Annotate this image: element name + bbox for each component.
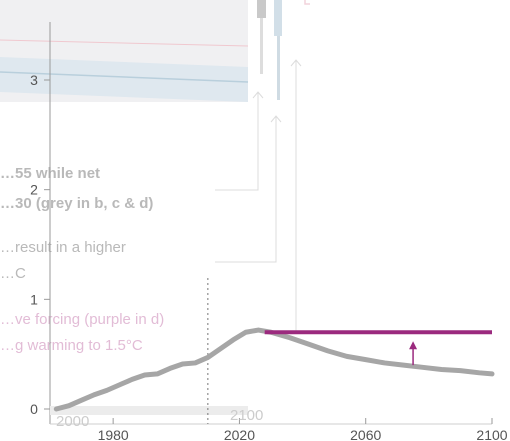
timeline-label-start: 2000 xyxy=(56,413,89,430)
y-tick-label: 0 xyxy=(30,401,38,417)
x-tick-label: 2100 xyxy=(476,427,507,441)
x-tick-label: 2020 xyxy=(224,427,255,441)
connector-arrow-2 xyxy=(270,115,282,123)
annotation-2: …30 (grey in b, c & d) xyxy=(0,195,153,212)
x-ticks: 1980 2020 2060 2100 xyxy=(98,418,508,441)
projection-band xyxy=(0,57,248,102)
annotation-3: …result in a higher xyxy=(0,239,126,256)
bracket-bar-3 xyxy=(274,0,282,36)
purple-arrow-head xyxy=(409,341,418,350)
annotation-6: …g warming to 1.5°C xyxy=(0,337,143,354)
y-tick-label: 3 xyxy=(30,72,38,88)
annotation-5: …ve forcing (purple in d) xyxy=(0,311,164,328)
x-tick-label: 2060 xyxy=(350,427,381,441)
y-tick-label: 2 xyxy=(30,182,38,198)
bracket-corner xyxy=(304,0,310,5)
annotation-4: …C xyxy=(0,265,26,282)
timeline-bar xyxy=(50,406,248,415)
y-tick-label: 1 xyxy=(30,291,38,307)
faded-timeline: 2000 2100 xyxy=(50,406,263,430)
faded-upper-panel xyxy=(0,0,310,102)
purple-arrow xyxy=(409,341,418,366)
connector-upper xyxy=(215,92,259,191)
x-tick-label: 1980 xyxy=(98,427,129,441)
axes: 0 1 2 3 1980 2020 2060 2100 xyxy=(30,22,508,441)
upper-pink-line xyxy=(0,39,249,47)
bracket-bar-2 xyxy=(260,18,263,74)
bracket-bar-1 xyxy=(257,0,266,18)
series-grey-line xyxy=(53,327,495,412)
faded-annotations: …55 while net …30 (grey in b, c & d) …re… xyxy=(0,165,164,354)
bracket-bar-4 xyxy=(277,36,280,100)
faded-connectors xyxy=(215,59,302,332)
upper-blue-line xyxy=(0,71,249,83)
timeline-label-end: 2100 xyxy=(230,407,263,424)
connector-arrow-1 xyxy=(252,91,264,99)
connector-lower xyxy=(215,116,277,263)
y-ticks: 0 1 2 3 xyxy=(30,72,50,417)
